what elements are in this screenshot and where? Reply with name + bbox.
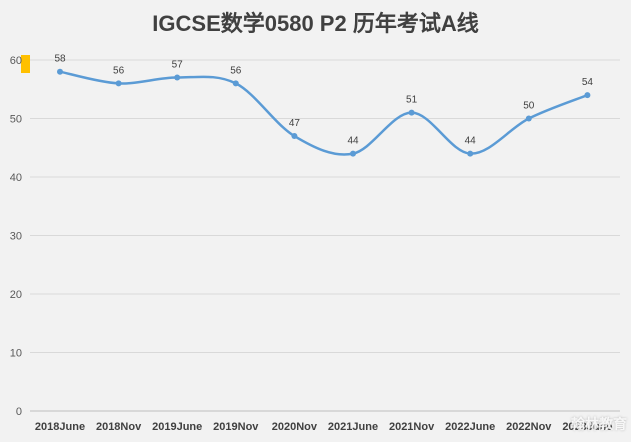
x-tick-label: 2020Nov <box>272 421 318 433</box>
data-point <box>408 109 415 116</box>
data-label: 50 <box>523 101 535 112</box>
data-label: 44 <box>465 136 477 147</box>
data-point <box>525 115 532 122</box>
data-point <box>291 133 298 140</box>
data-point <box>467 150 474 157</box>
y-tick-label: 50 <box>10 114 22 126</box>
x-tick-label: 2022June <box>445 421 495 433</box>
x-tick-label: 2019June <box>152 421 202 433</box>
chart-title: IGCSE数学0580 P2 历年考试A线 <box>152 11 479 36</box>
data-point <box>174 74 181 81</box>
x-tick-label: 2023June <box>562 421 612 433</box>
watermark-logo: 翰林教育 <box>571 417 627 433</box>
data-point <box>115 80 122 87</box>
x-tick-label: 2018June <box>35 421 85 433</box>
data-label: 58 <box>54 54 66 65</box>
data-point <box>350 150 356 157</box>
data-label: 44 <box>347 136 359 147</box>
data-label: 51 <box>406 95 418 106</box>
x-tick-label: 2021June <box>328 421 378 433</box>
data-point <box>232 80 239 87</box>
legend-swatch <box>21 55 30 73</box>
y-tick-label: 40 <box>10 172 22 184</box>
y-tick-label: 20 <box>10 289 22 301</box>
y-tick-label: 10 <box>10 348 22 360</box>
data-label: 54 <box>582 77 594 88</box>
data-point <box>584 92 591 99</box>
x-tick-label: 2019Nov <box>213 421 259 433</box>
y-tick-label: 0 <box>16 406 22 418</box>
x-tick-label: 2021Nov <box>389 421 435 433</box>
y-tick-label: 30 <box>10 231 22 243</box>
data-label: 56 <box>230 65 242 76</box>
data-label: 47 <box>289 118 301 129</box>
series-line <box>59 70 588 156</box>
x-tick-label: 2022Nov <box>506 421 552 433</box>
data-label: 56 <box>113 65 125 76</box>
data-point <box>57 68 63 75</box>
data-label: 57 <box>172 60 184 71</box>
y-tick-label: 60 <box>10 55 22 67</box>
x-tick-label: 2018Nov <box>96 421 142 433</box>
